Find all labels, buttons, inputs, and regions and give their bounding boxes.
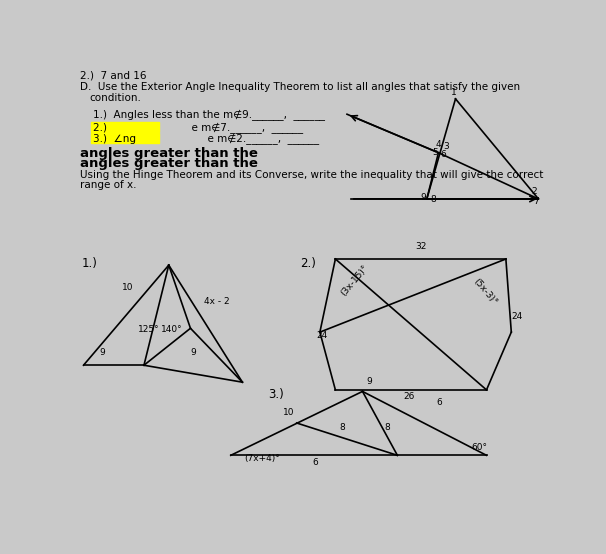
Text: 2.)                          e m∉7.______,  ______: 2.) e m∉7.______, ______ [93,122,303,134]
Text: 7: 7 [533,197,539,206]
Text: 2: 2 [531,187,537,196]
Text: 4: 4 [435,140,441,148]
FancyBboxPatch shape [92,122,159,132]
Text: 6: 6 [312,458,318,468]
Text: condition.: condition. [90,93,142,102]
Text: 125°: 125° [138,325,159,334]
Text: 2.)  7 and 16: 2.) 7 and 16 [79,70,146,80]
Text: 10: 10 [122,283,134,292]
Text: D.  Use the Exterior Angle Inequality Theorem to list all angles that satisfy th: D. Use the Exterior Angle Inequality The… [79,82,520,92]
Text: 9: 9 [367,377,372,386]
Text: 140°: 140° [161,325,182,334]
Text: Using the Hinge Theorem and its Converse, write the inequality that will give th: Using the Hinge Theorem and its Converse… [79,170,543,179]
Text: 8: 8 [384,423,390,432]
Text: 9: 9 [99,348,105,357]
Text: range of x.: range of x. [79,181,136,191]
Text: 3: 3 [443,142,449,151]
Text: 1.): 1.) [82,258,98,270]
Text: 5: 5 [432,148,438,157]
Text: 26: 26 [404,392,415,401]
Text: 6: 6 [441,150,447,158]
Text: 60°: 60° [471,443,487,452]
Text: 10: 10 [282,408,294,417]
Text: 8: 8 [431,195,436,204]
Text: 9: 9 [421,193,427,202]
Text: angles greater than the: angles greater than the [79,157,258,170]
FancyBboxPatch shape [92,134,159,143]
Text: (5x-3)°: (5x-3)° [471,277,498,307]
Text: 6: 6 [436,398,442,407]
Text: 3.): 3.) [268,388,284,401]
Text: 9: 9 [190,348,196,357]
Text: (3x-15)°: (3x-15)° [339,264,370,298]
Text: 32: 32 [415,242,426,251]
Text: 1: 1 [451,88,457,97]
Text: 3.)  ∠ng                      e m∉2.______,  ______: 3.) ∠ng e m∉2.______, ______ [93,134,319,145]
Text: angles greater than the: angles greater than the [79,147,258,160]
Text: 24: 24 [511,312,522,321]
Text: 2.): 2.) [301,258,316,270]
Text: 1.)  Angles less than the m∉9.______,  ______: 1.) Angles less than the m∉9.______, ___… [93,110,325,121]
Text: 4x - 2: 4x - 2 [204,296,229,306]
Text: (7x+4)°: (7x+4)° [245,454,281,463]
Text: 24: 24 [316,331,327,340]
Text: 8: 8 [339,423,345,432]
